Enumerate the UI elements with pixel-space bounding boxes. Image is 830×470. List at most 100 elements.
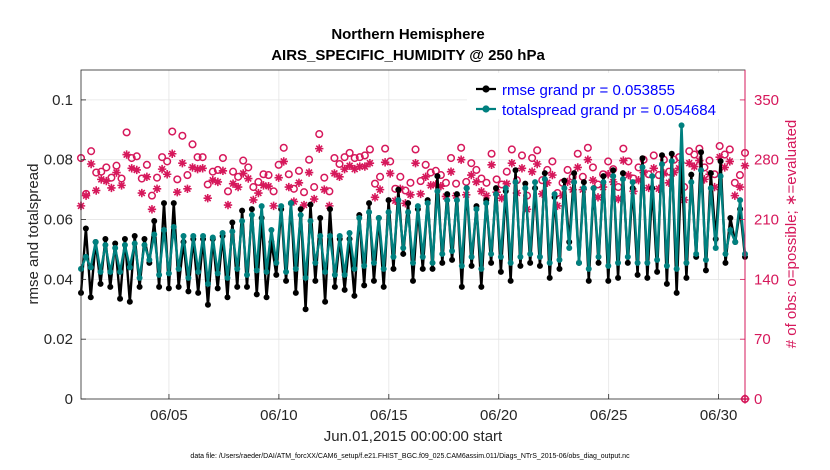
obs-evaluated-point xyxy=(259,181,268,190)
rmse-point xyxy=(659,152,665,159)
rmse-point xyxy=(702,267,709,274)
obs-evaluated-point xyxy=(188,163,197,172)
obs-possible-point xyxy=(467,159,476,168)
obs-evaluated-point xyxy=(664,178,674,187)
ticks: 0 0.02 0.04 0.06 0.08 0.1 06/05 06/10 06/15 06/20… xyxy=(44,92,779,424)
obs-evaluated-point xyxy=(315,144,324,153)
obs-evaluated-point xyxy=(583,155,593,164)
obs-possible-point xyxy=(381,144,390,153)
totalspread-point xyxy=(639,164,646,171)
rmse-point xyxy=(380,283,387,290)
obs-evaluated-point xyxy=(644,183,653,193)
rmse-point xyxy=(639,155,646,162)
series-layer xyxy=(76,122,750,404)
obs-evaluated-point xyxy=(294,178,304,187)
totalspread-point xyxy=(82,253,89,260)
totalspread-point xyxy=(92,238,99,245)
totalspread-point xyxy=(571,179,578,186)
obs-possible-point xyxy=(203,180,212,189)
totalspread-point xyxy=(224,274,231,281)
obs-possible-point xyxy=(487,149,496,158)
obs-evaluated-point xyxy=(147,205,157,214)
totalspread-point xyxy=(336,232,343,239)
rmse-point xyxy=(439,259,446,266)
obs-possible-point xyxy=(345,148,354,157)
totalspread-point xyxy=(170,224,177,231)
totalspread-point xyxy=(195,268,202,275)
obs-possible-point xyxy=(152,173,162,182)
rmse-point xyxy=(175,283,182,290)
totalspread-point xyxy=(605,262,612,269)
rmse-point xyxy=(707,170,714,177)
totalspread-point xyxy=(654,256,661,263)
obs-evaluated-point xyxy=(411,158,420,168)
rmse-point xyxy=(512,167,519,174)
chart-title: Northern Hemisphere xyxy=(331,26,484,43)
obs-possible-point xyxy=(158,153,167,162)
obs-evaluated-point xyxy=(456,155,466,164)
totalspread-point xyxy=(268,227,275,234)
totalspread-point xyxy=(341,271,348,278)
obs-evaluated-point xyxy=(86,159,96,169)
totalspread-point xyxy=(561,185,568,192)
obs-evaluated-point xyxy=(203,193,212,203)
rmse-point xyxy=(161,200,167,207)
totalspread-point xyxy=(502,185,509,192)
obs-possible-point xyxy=(604,157,613,166)
rmse-point xyxy=(727,215,734,222)
rmse-point xyxy=(654,268,661,275)
obs-possible-point xyxy=(406,178,415,187)
obs-evaluated-point xyxy=(350,164,359,174)
obs-evaluated-point xyxy=(385,169,395,178)
obs-evaluated-point xyxy=(685,158,694,168)
x-tick-label: 06/15 xyxy=(370,407,408,424)
totalspread-point xyxy=(219,230,226,237)
totalspread-point xyxy=(200,232,207,239)
totalspread-point xyxy=(693,250,700,257)
rmse-point xyxy=(663,280,670,287)
totalspread-point xyxy=(253,267,260,274)
totalspread-point xyxy=(410,259,416,266)
y2-tick-label: 210 xyxy=(754,212,779,229)
obs-evaluated-point xyxy=(649,164,658,173)
obs-evaluated-point xyxy=(325,201,334,211)
obs-evaluated-point xyxy=(117,181,126,190)
totalspread-point xyxy=(576,259,582,266)
obs-evaluated-point xyxy=(355,162,364,171)
obs-possible-point xyxy=(193,153,202,162)
x-tick-label: 06/10 xyxy=(260,407,298,424)
obs-possible-point xyxy=(294,166,304,175)
obs-evaluated-point xyxy=(730,191,740,200)
totalspread-point xyxy=(634,259,641,266)
rmse-point xyxy=(571,170,578,177)
obs-evaluated-point xyxy=(532,159,542,169)
totalspread-point xyxy=(385,209,392,216)
totalspread-point xyxy=(292,265,299,272)
obs-evaluated-point xyxy=(122,150,131,159)
totalspread-point xyxy=(702,256,709,263)
obs-possible-point xyxy=(259,170,268,179)
rmse-point xyxy=(322,298,329,305)
obs-evaluated-point xyxy=(603,170,613,179)
obs-possible-point xyxy=(705,156,714,165)
obs-evaluated-point xyxy=(254,188,263,198)
totalspread-point xyxy=(370,259,377,266)
obs-evaluated-point xyxy=(593,193,603,202)
obs-possible-point xyxy=(173,175,182,184)
obs-possible-point xyxy=(284,170,293,179)
totalspread-point xyxy=(463,185,470,192)
totalspread-point xyxy=(722,250,729,257)
totalspread-point xyxy=(522,185,529,192)
totalspread-point xyxy=(483,200,490,207)
rmse-point xyxy=(229,219,236,226)
totalspread-point xyxy=(517,253,524,260)
obs-possible-point xyxy=(421,160,430,169)
totalspread-point xyxy=(204,280,211,287)
totalspread-point xyxy=(121,241,128,248)
totalspread-point xyxy=(663,262,670,269)
totalspread-point xyxy=(146,256,153,263)
rmse-point xyxy=(327,206,333,213)
y-tick-label: 0.08 xyxy=(44,152,73,169)
obs-evaluated-point xyxy=(502,179,511,188)
totalspread-point xyxy=(317,232,324,239)
